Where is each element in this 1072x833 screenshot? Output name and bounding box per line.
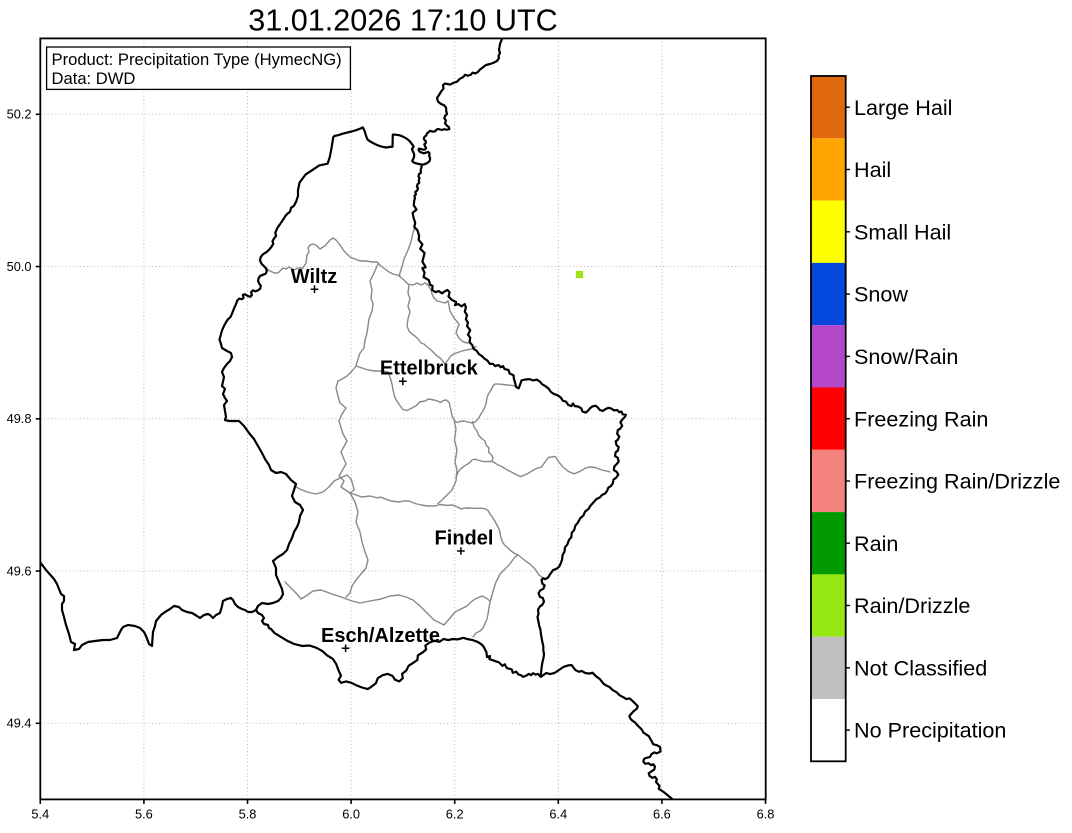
svg-text:5.8: 5.8 <box>239 806 257 821</box>
svg-text:Snow/Rain: Snow/Rain <box>854 344 958 369</box>
svg-text:Ettelbruck: Ettelbruck <box>380 357 479 379</box>
svg-text:50.2: 50.2 <box>7 107 32 122</box>
svg-text:Snow: Snow <box>854 282 908 307</box>
svg-text:Rain/Drizzle: Rain/Drizzle <box>854 593 970 618</box>
svg-text:Product: Precipitation Type (H: Product: Precipitation Type (HymecNG) <box>52 50 342 69</box>
svg-text:Large Hail: Large Hail <box>854 95 952 120</box>
svg-text:5.4: 5.4 <box>31 806 49 821</box>
svg-text:Data: DWD: Data: DWD <box>52 69 136 88</box>
svg-text:6.6: 6.6 <box>653 806 671 821</box>
svg-text:5.6: 5.6 <box>135 806 153 821</box>
svg-text:Not Classified: Not Classified <box>854 655 987 680</box>
svg-text:Rain: Rain <box>854 531 898 556</box>
svg-text:Freezing Rain: Freezing Rain <box>854 406 988 431</box>
svg-text:6.8: 6.8 <box>757 806 775 821</box>
svg-text:No Precipitation: No Precipitation <box>854 718 1006 743</box>
svg-text:50.0: 50.0 <box>7 259 32 274</box>
svg-text:Esch/Alzette: Esch/Alzette <box>321 625 440 647</box>
svg-text:49.4: 49.4 <box>7 716 32 731</box>
svg-text:6.2: 6.2 <box>446 806 464 821</box>
svg-text:Small Hail: Small Hail <box>854 219 951 244</box>
svg-text:49.6: 49.6 <box>7 563 32 578</box>
svg-text:49.8: 49.8 <box>7 411 32 426</box>
svg-text:Findel: Findel <box>435 527 494 549</box>
svg-text:Wiltz: Wiltz <box>291 266 337 288</box>
svg-text:Hail: Hail <box>854 157 891 182</box>
svg-text:Freezing Rain/Drizzle: Freezing Rain/Drizzle <box>854 469 1060 494</box>
svg-text:6.4: 6.4 <box>549 806 567 821</box>
svg-text:6.0: 6.0 <box>342 806 360 821</box>
svg-text:31.01.2026 17:10 UTC: 31.01.2026 17:10 UTC <box>248 4 558 38</box>
